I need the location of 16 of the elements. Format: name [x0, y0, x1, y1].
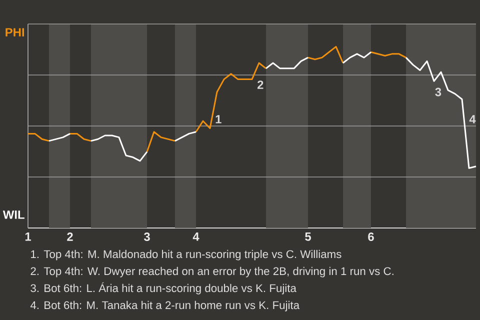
x-tick-label: 1: [25, 232, 31, 241]
text: WIL: [2, 210, 24, 219]
text: 3. Bot 6th: L. Ária hit a run-scoring double vs K. Fujita: [30, 282, 296, 294]
x-tick-label: 4: [192, 232, 200, 241]
x-tick-label: 3: [144, 232, 150, 242]
annotation: 2: [258, 80, 264, 89]
text: 4. Bot 6th: M. Tanaka hit a 2-run home run vs K. Fujita: [30, 300, 300, 312]
text: 1. Top 4th: M. Maldonado hit a run-scoring triple vs C. Williams: [31, 250, 342, 260]
x-tick-label: 2: [67, 232, 73, 241]
annotation: 3: [435, 88, 442, 96]
annotation: 4: [469, 115, 476, 124]
x-tick-label: 5: [305, 232, 311, 241]
text: PHI: [6, 28, 24, 36]
x-tick-label: 6: [368, 232, 374, 241]
annotation: 1: [216, 115, 222, 124]
text: 2. Top 4th: W. Dwyer reached on an error by the 2B, driving in 1 run vs C.: [30, 266, 394, 278]
